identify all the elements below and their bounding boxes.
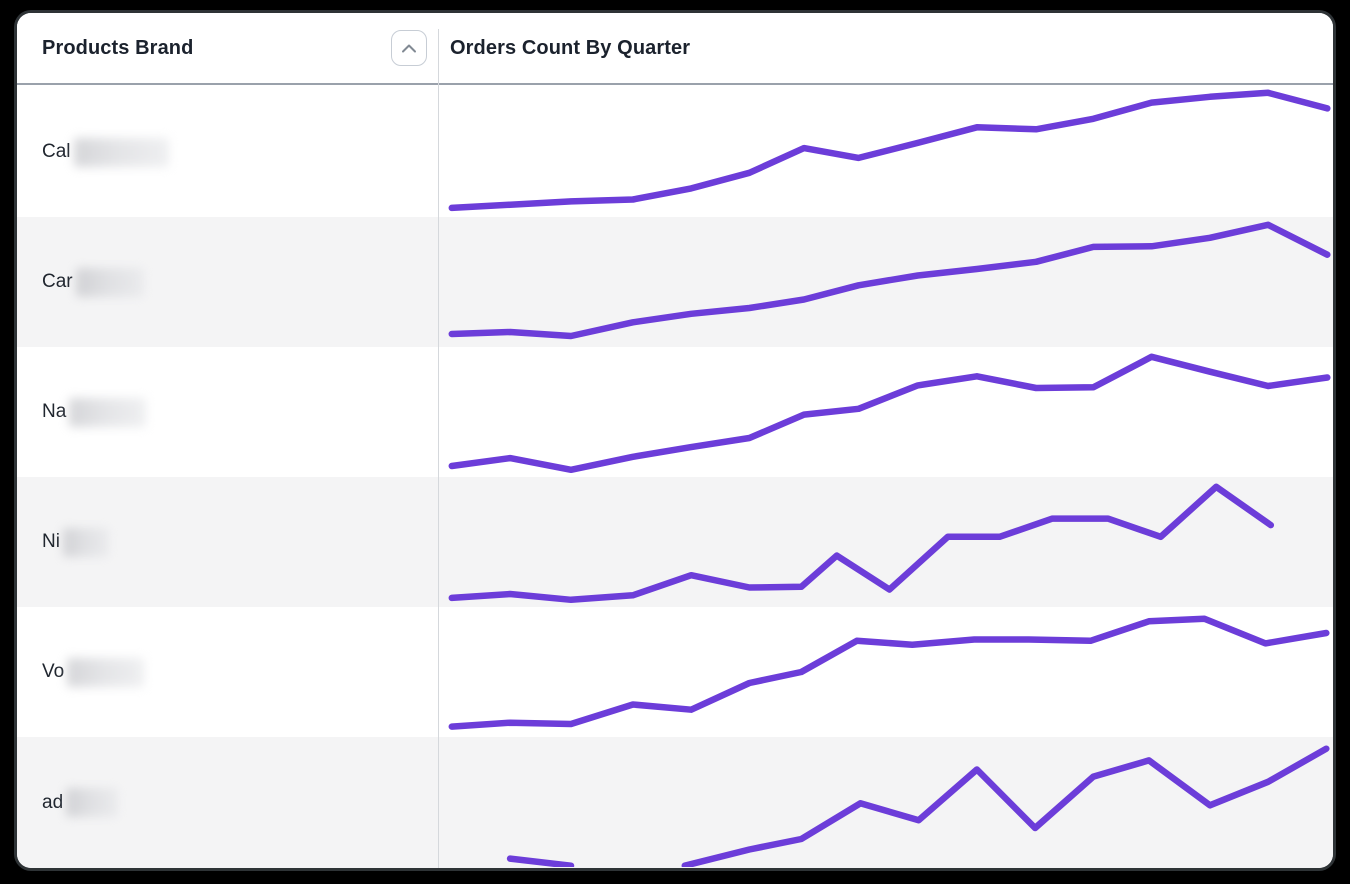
- column-title-products-brand: Products Brand: [42, 36, 194, 59]
- sparkline-chart: [448, 483, 1275, 604]
- redacted-text-blur: [66, 788, 119, 817]
- table-row[interactable]: Vo: [17, 607, 1333, 737]
- brand-label: Ni: [42, 531, 60, 552]
- table-row[interactable]: Cal: [17, 87, 1333, 217]
- brand-cell: Ni: [17, 477, 438, 607]
- brand-cell: Vo: [17, 607, 438, 737]
- header-cell-orders-count: Orders Count By Quarter: [438, 13, 1333, 83]
- brand-label: ad: [42, 791, 64, 813]
- brand-label: Na: [42, 401, 67, 422]
- table-row[interactable]: Na: [17, 347, 1333, 477]
- redacted-text-blur: [69, 397, 147, 427]
- brand-label: Vo: [42, 661, 65, 682]
- sort-button[interactable]: [391, 30, 427, 66]
- table-body: Cal Car Na: [17, 87, 1333, 868]
- chevron-up-icon: [401, 44, 417, 53]
- redacted-text-blur: [67, 657, 145, 687]
- brand-cell: ad: [17, 737, 438, 868]
- sparkline-chart: [506, 745, 1330, 867]
- sparkline-chart: [448, 615, 1330, 730]
- sparkline-chart: [448, 221, 1331, 340]
- redacted-text-blur: [62, 527, 109, 557]
- sparkline-cell: [438, 607, 1333, 737]
- header-cell-products-brand: Products Brand: [17, 13, 438, 83]
- table-header: Products Brand Orders Count By Quarter: [17, 13, 1333, 85]
- brand-cell: Car: [17, 217, 438, 347]
- sparkline-cell: [438, 217, 1333, 347]
- table-row[interactable]: ad: [17, 737, 1333, 868]
- sparkline-chart: [448, 89, 1331, 212]
- column-title-orders-count: Orders Count By Quarter: [450, 36, 691, 59]
- redacted-text-blur: [75, 267, 144, 297]
- report-table-window: Products Brand Orders Count By Quarter C…: [17, 13, 1333, 868]
- brand-label: Car: [42, 271, 73, 292]
- sparkline-cell: [438, 87, 1333, 217]
- table-row[interactable]: Car: [17, 217, 1333, 347]
- sparkline-cell: [438, 347, 1333, 477]
- sparkline-cell: [438, 737, 1333, 868]
- table-row[interactable]: Ni: [17, 477, 1333, 607]
- brand-cell: Na: [17, 347, 438, 477]
- sparkline-cell: [438, 477, 1333, 607]
- sparkline-chart: [448, 353, 1331, 474]
- column-divider: [438, 29, 439, 868]
- redacted-text-blur: [73, 137, 169, 167]
- brand-cell: Cal: [17, 87, 438, 217]
- brand-label: Cal: [42, 141, 71, 162]
